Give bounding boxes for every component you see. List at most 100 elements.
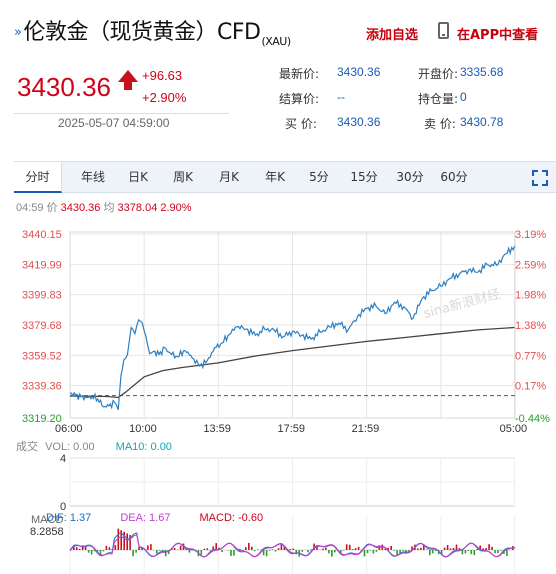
- macd-bar: [372, 550, 375, 554]
- macd-bar: [476, 549, 478, 550]
- readout-avg-label: 均: [103, 202, 115, 214]
- macd-bar: [159, 550, 161, 551]
- tab-15min[interactable]: 15分: [350, 170, 378, 184]
- macd-bar: [417, 548, 419, 550]
- y-axis-left: 3440.15 3419.99 3399.83 3379.68 3359.52 3339.…: [22, 229, 62, 425]
- watermark-text: sina新浪财经: [422, 286, 502, 322]
- macd-bar: [96, 550, 99, 553]
- tab-5min[interactable]: 5分: [309, 170, 329, 184]
- tab-weekly-k[interactable]: 周K: [173, 170, 193, 184]
- macd-bar: [458, 548, 461, 550]
- macd-bar: [348, 544, 351, 550]
- macd-bar: [262, 550, 265, 556]
- ask-value: 3430.78: [460, 115, 504, 129]
- macd-bar: [322, 548, 324, 550]
- macd-bar: [342, 550, 345, 551]
- intraday-chart[interactable]: 3440.15 3419.99 3399.83 3379.68 3359.52 3339.…: [0, 220, 556, 574]
- macd-bar: [491, 546, 493, 550]
- tab-daily-k[interactable]: 日K: [128, 170, 148, 184]
- quote-datetime: 2025-05-07 04:59:00: [58, 116, 170, 130]
- macd-bar: [123, 531, 125, 550]
- macd-bar: [135, 550, 137, 553]
- open-value: 3335.68: [460, 65, 504, 79]
- macd-bar: [203, 548, 206, 550]
- macd-bar: [452, 547, 455, 550]
- macd-bar: [147, 545, 149, 550]
- watermark: sina新浪财经: [422, 286, 502, 322]
- macd-bar: [443, 547, 446, 550]
- price-change: +96.63: [142, 68, 183, 83]
- crosshair-readout: 04:59 价 3430.36 均 3378.04 2.90%: [16, 199, 192, 215]
- volume-axis: 40: [60, 453, 516, 513]
- tab-yearly-k[interactable]: 年K: [265, 170, 285, 184]
- settle-label: 结算价:: [279, 92, 320, 106]
- open-label: 开盘价:: [418, 67, 459, 81]
- macd-bar: [283, 545, 286, 550]
- current-price: 3430.36: [17, 72, 111, 102]
- tab-60min[interactable]: 60分: [440, 170, 468, 184]
- macd-bar: [164, 550, 167, 557]
- y-pct-label: 1.38%: [515, 320, 546, 332]
- x-tick-label: 06:00: [55, 423, 83, 435]
- settle-value: --: [337, 90, 345, 104]
- macd-bar: [206, 548, 209, 550]
- add-watchlist-link[interactable]: 添加自选: [366, 28, 419, 43]
- macd-bar: [431, 550, 434, 554]
- macd-bar: [429, 550, 431, 556]
- tab-monthly-k[interactable]: 月K: [219, 170, 239, 184]
- x-tick-label: 21:59: [352, 423, 380, 435]
- macd-bar: [301, 550, 303, 552]
- macd-bar: [239, 548, 241, 550]
- macd-bar: [434, 550, 437, 551]
- macd-bar: [485, 548, 487, 550]
- macd-bar: [473, 550, 476, 556]
- macd-bar: [188, 550, 191, 553]
- macd-bar: [156, 550, 158, 554]
- macd-bar: [87, 550, 90, 553]
- macd-bar: [251, 546, 253, 550]
- tab-intraday[interactable]: 分时: [14, 162, 62, 193]
- y-tick-label: 3440.15: [22, 229, 62, 241]
- macd-bar: [482, 548, 484, 550]
- macd-bar: [390, 545, 392, 550]
- macd-bar: [292, 548, 295, 550]
- macd-bar: [221, 550, 223, 552]
- macd-bar: [289, 549, 292, 550]
- price-line: [69, 245, 516, 411]
- page-title: »伦敦金（现货黄金）CFD(XAU): [14, 20, 291, 48]
- avg-price-line: [69, 326, 515, 399]
- tab-yearline[interactable]: 年线: [80, 170, 105, 184]
- macd-bar: [420, 547, 422, 550]
- macd-bar: [310, 549, 312, 550]
- macd-bar: [141, 547, 143, 550]
- macd-bar: [191, 550, 194, 551]
- macd-bar: [200, 550, 203, 555]
- macd-bar: [129, 535, 131, 550]
- macd-bar: [114, 545, 117, 550]
- volume-label: 成交: [16, 441, 38, 453]
- y-pct-label: -0.44%: [515, 413, 550, 425]
- macd-bar: [423, 545, 425, 550]
- macd-bar: [295, 550, 298, 555]
- macd-bar: [274, 550, 277, 552]
- macd-bar: [331, 550, 333, 557]
- macd-bar: [212, 546, 214, 550]
- y-tick-label: 3399.83: [22, 290, 62, 302]
- view-in-app-link[interactable]: 在APP中查看: [457, 28, 539, 43]
- vol-value: VOL: 0.00: [45, 441, 95, 453]
- macd-bar: [399, 550, 401, 554]
- fullscreen-icon[interactable]: [532, 170, 548, 186]
- macd-bar: [215, 543, 217, 550]
- price-change-pct: +2.90%: [142, 90, 187, 105]
- readout-price: 3430.36: [60, 202, 101, 214]
- macd-bar: [340, 550, 342, 553]
- macd-bar: [99, 550, 102, 556]
- y-pct-label: 3.19%: [515, 229, 546, 241]
- macd-bar: [271, 549, 274, 550]
- y-pct-label: 0.77%: [515, 350, 546, 362]
- macd-bar: [363, 550, 366, 557]
- tab-30min[interactable]: 30分: [396, 170, 424, 184]
- readout-pct: 2.90%: [160, 202, 192, 214]
- up-arrow-icon: [118, 70, 138, 90]
